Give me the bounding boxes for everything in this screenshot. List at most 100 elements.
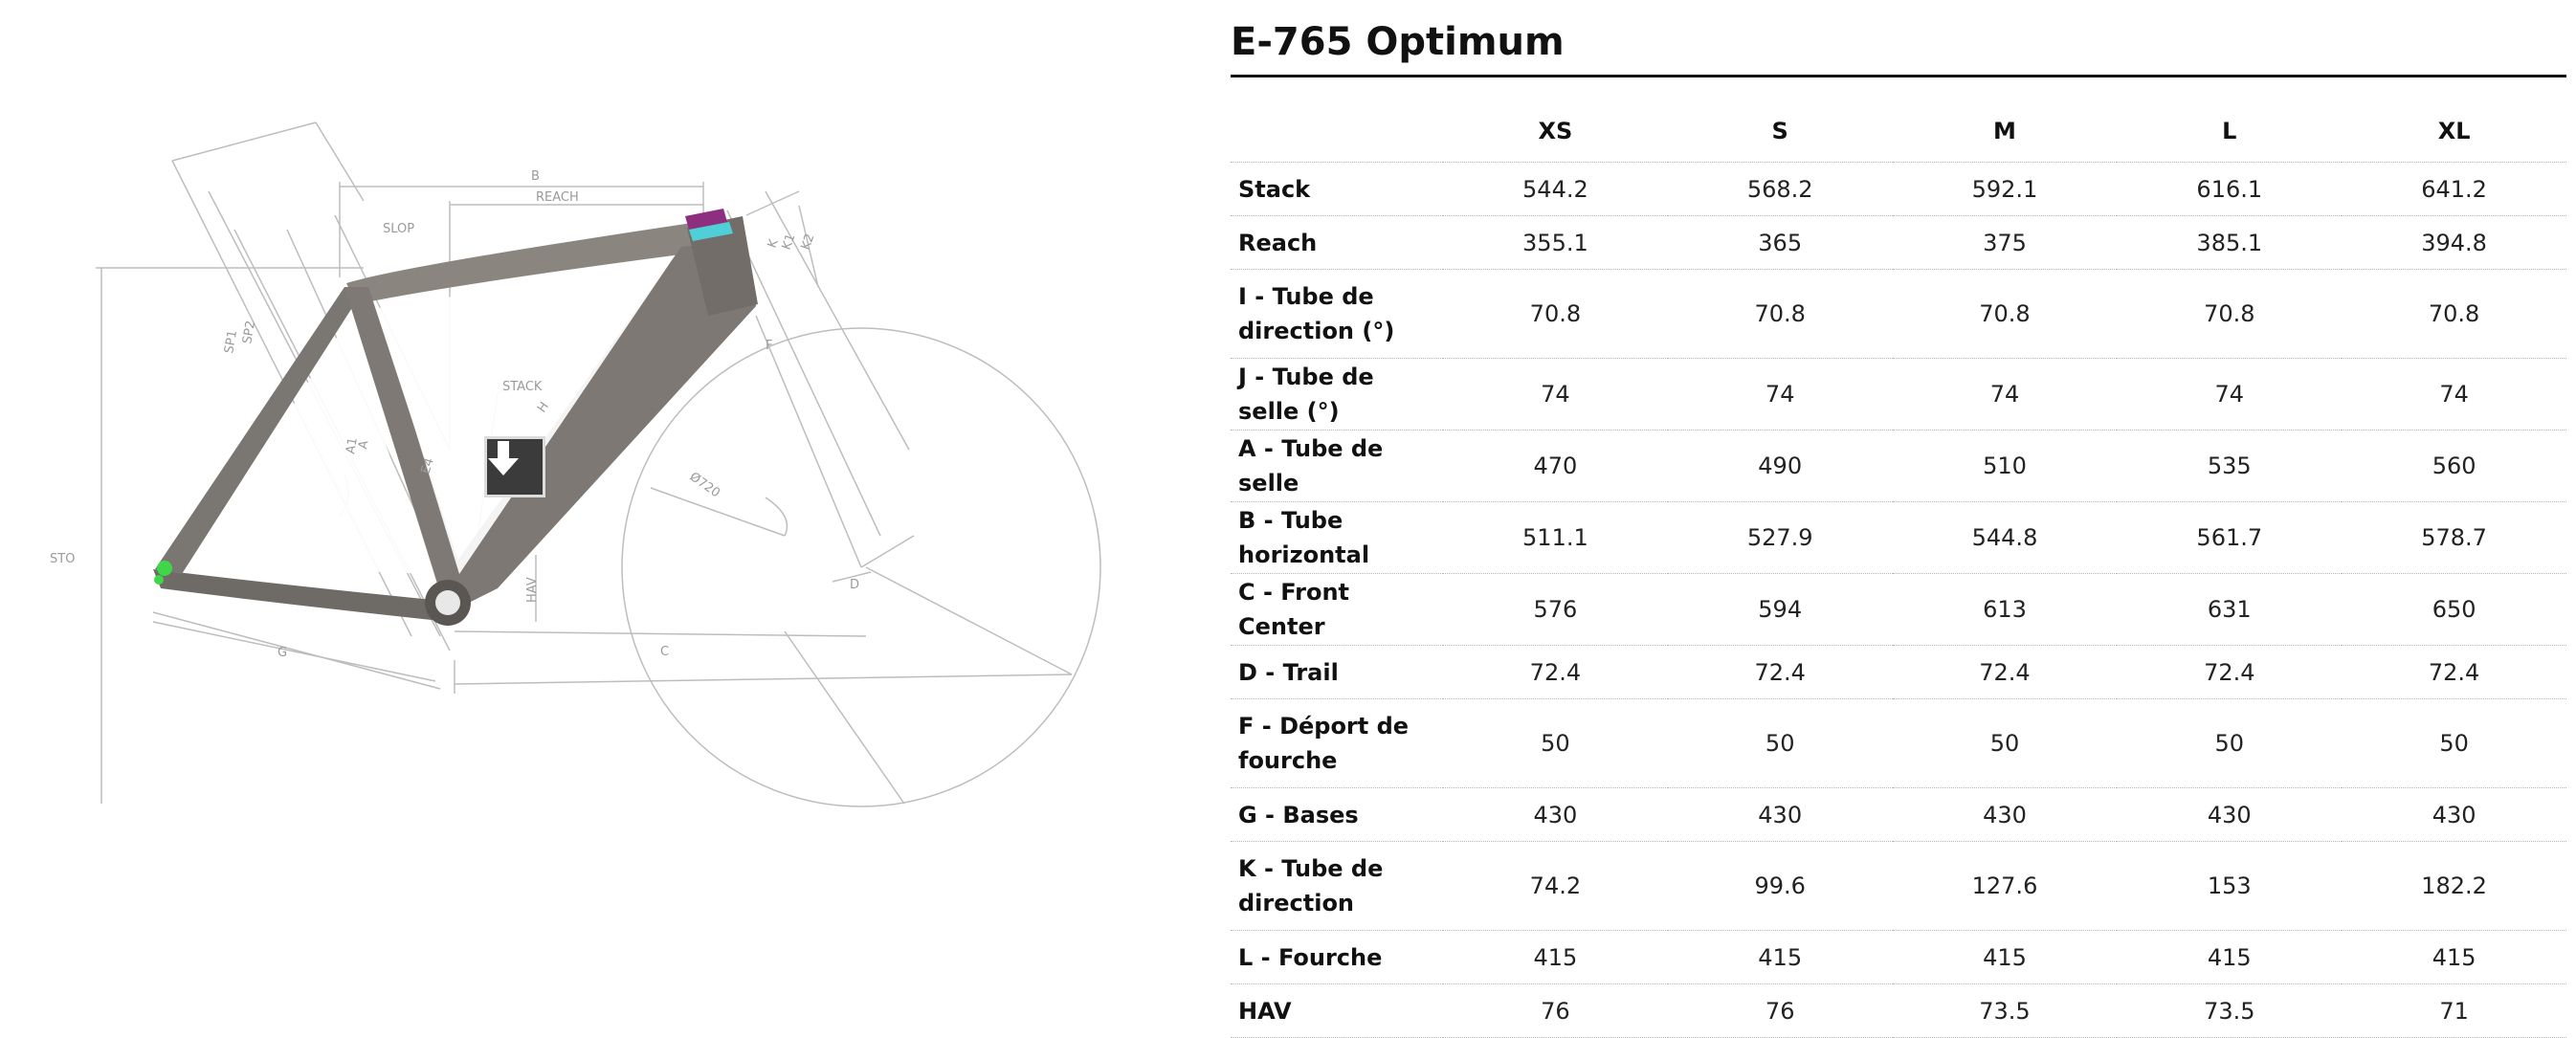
table-cell: 430 xyxy=(1892,787,2118,842)
table-row: K - Tube de direction 74.2 99.6 127.6 153 182… xyxy=(1231,841,2566,931)
table-cell: 641.2 xyxy=(2342,162,2566,216)
label-sp2: SP2 xyxy=(240,320,258,345)
table-row: A - Tube de selle 470 490 510 535 560 xyxy=(1231,430,2566,502)
size-header: S xyxy=(1667,100,1893,163)
table-cell: 415 xyxy=(1892,930,2118,984)
table-cell: 71 xyxy=(2342,983,2566,1038)
table-cell: 510 xyxy=(1892,430,2118,502)
table-cell: 560 xyxy=(2342,430,2566,502)
table-cell: 74 xyxy=(1443,358,1668,431)
row-label: F - Déport de fourche xyxy=(1231,698,1443,788)
table-cell: 70.8 xyxy=(2117,269,2343,359)
size-header: XS xyxy=(1443,100,1668,163)
table-cell: 50 xyxy=(2342,698,2566,788)
front-wheel-outline xyxy=(621,327,1101,807)
table-row: D - Trail 72.4 72.4 72.4 72.4 72.4 xyxy=(1231,645,2566,699)
table-cell: 535 xyxy=(2117,430,2343,502)
row-label: J - Tube de selle (°) xyxy=(1231,358,1443,431)
geometry-table-panel: E-765 Optimum XS S M L XL Stack 544.2 568.… xyxy=(1231,17,2566,1038)
label-hav: HAV xyxy=(525,577,540,603)
table-cell: 74 xyxy=(2342,358,2566,431)
table-cell: 385.1 xyxy=(2117,215,2343,270)
table-row: C - Front Center 576 594 613 631 650 xyxy=(1231,573,2566,646)
row-label: L - Fourche xyxy=(1231,930,1443,984)
row-label: K - Tube de direction xyxy=(1231,841,1443,931)
table-cell: 561.7 xyxy=(2117,501,2343,574)
table-cell: 73.5 xyxy=(1892,983,2118,1038)
table-cell: 631 xyxy=(2117,573,2343,646)
label-k2: K2 xyxy=(799,232,818,252)
table-cell: 70.8 xyxy=(2342,269,2566,359)
table-cell: 70.8 xyxy=(1443,269,1668,359)
label-a1: A1 xyxy=(344,436,361,455)
table-cell: 127.6 xyxy=(1892,841,2118,931)
table-cell: 70.8 xyxy=(1892,269,2118,359)
table-cell: 394.8 xyxy=(2342,215,2566,270)
table-cell: 544.8 xyxy=(1892,501,2118,574)
geometry-diagram: B REACH SLOP STACK STO HAV C G Ø720 SP1 … xyxy=(0,0,1187,959)
table-cell: 153 xyxy=(2117,841,2343,931)
model-title: E-765 Optimum xyxy=(1231,17,2566,77)
table-cell: 72.4 xyxy=(1892,645,2118,699)
table-cell: 544.2 xyxy=(1443,162,1668,216)
table-cell: 415 xyxy=(2117,930,2343,984)
headtube-top-accent xyxy=(685,209,727,230)
row-label: A - Tube de selle xyxy=(1231,430,1443,502)
row-label: I - Tube de direction (°) xyxy=(1231,269,1443,359)
table-cell: 73.5 xyxy=(2117,983,2343,1038)
table-row: F - Déport de fourche 50 50 50 50 50 xyxy=(1231,698,2566,788)
table-cell: 50 xyxy=(2117,698,2343,788)
table-cell: 578.7 xyxy=(2342,501,2566,574)
table-cell: 415 xyxy=(1443,930,1668,984)
label-sp1: SP1 xyxy=(222,329,240,355)
table-cell: 568.2 xyxy=(1667,162,1893,216)
bike-frame xyxy=(153,209,758,626)
table-row: J - Tube de selle (°) 74 74 74 74 74 xyxy=(1231,358,2566,431)
table-cell: 182.2 xyxy=(2342,841,2566,931)
table-cell: 470 xyxy=(1443,430,1668,502)
label-e4: E4 xyxy=(419,456,437,475)
size-header-row: XS S M L XL xyxy=(1231,100,2566,163)
table-cell: 430 xyxy=(2117,787,2343,842)
label-b: B xyxy=(531,169,540,184)
table-row: Stack 544.2 568.2 592.1 616.1 641.2 xyxy=(1231,162,2566,216)
table-cell: 576 xyxy=(1443,573,1668,646)
table-cell: 50 xyxy=(1667,698,1893,788)
row-label: Reach xyxy=(1231,215,1443,270)
label-wheel-diameter: Ø720 xyxy=(687,470,722,500)
label-slop: SLOP xyxy=(383,222,414,236)
download-arrow-icon xyxy=(488,441,519,475)
label-g: G xyxy=(278,646,287,660)
download-button[interactable] xyxy=(484,436,545,497)
table-cell: 76 xyxy=(1667,983,1893,1038)
table-cell: 594 xyxy=(1667,573,1893,646)
table-cell: 74 xyxy=(1892,358,2118,431)
table-row: L - Fourche 415 415 415 415 415 xyxy=(1231,930,2566,984)
label-a: A xyxy=(356,439,371,450)
table-row: HAV 76 76 73.5 73.5 71 xyxy=(1231,983,2566,1038)
size-header: M xyxy=(1892,100,2118,163)
label-reach: REACH xyxy=(536,190,579,205)
table-cell: 613 xyxy=(1892,573,2118,646)
table-cell: 74 xyxy=(2117,358,2343,431)
table-cell: 355.1 xyxy=(1443,215,1668,270)
label-k1: K1 xyxy=(780,232,799,252)
table-row: G - Bases 430 430 430 430 430 xyxy=(1231,787,2566,842)
table-row: Reach 355.1 365 375 385.1 394.8 xyxy=(1231,215,2566,270)
label-stack: STACK xyxy=(502,380,543,394)
table-cell: 592.1 xyxy=(1892,162,2118,216)
table-row: I - Tube de direction (°) 70.8 70.8 70.8 70.… xyxy=(1231,269,2566,359)
label-k: K xyxy=(766,237,782,251)
table-cell: 650 xyxy=(2342,573,2566,646)
table-cell: 74.2 xyxy=(1443,841,1668,931)
size-header: XL xyxy=(2342,100,2566,163)
rear-dropout xyxy=(157,561,172,576)
table-cell: 375 xyxy=(1892,215,2118,270)
row-label: HAV xyxy=(1231,983,1443,1038)
table-cell: 415 xyxy=(2342,930,2566,984)
table-cell: 72.4 xyxy=(2117,645,2343,699)
label-sto: STO xyxy=(50,552,75,566)
table-cell: 70.8 xyxy=(1667,269,1893,359)
table-cell: 50 xyxy=(1443,698,1668,788)
table-cell: 430 xyxy=(1667,787,1893,842)
